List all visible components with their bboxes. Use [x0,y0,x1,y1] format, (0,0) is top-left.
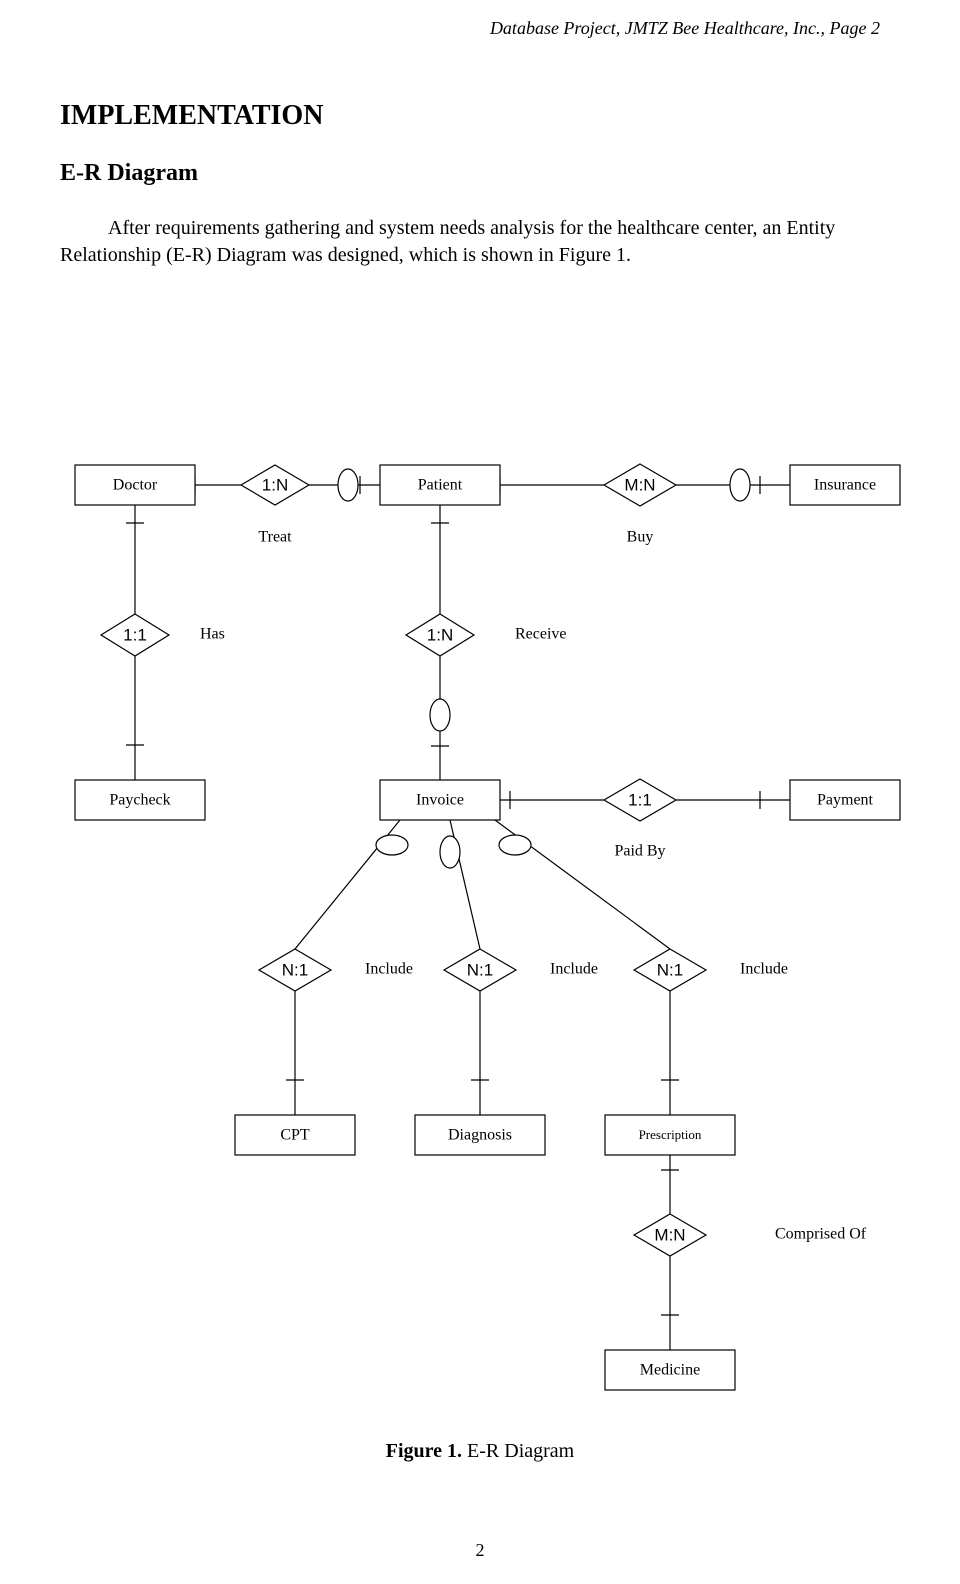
svg-text:Comprised Of: Comprised Of [775,1226,867,1243]
entity-label: Invoice [416,792,464,809]
intro-paragraph: After requirements gathering and system … [60,215,880,269]
svg-text:1:1: 1:1 [628,790,652,809]
svg-text:N:1: N:1 [657,960,683,979]
svg-text:Include: Include [550,961,598,978]
svg-text:N:1: N:1 [467,960,493,979]
entity-label: Medicine [640,1362,700,1379]
svg-text:Has: Has [200,626,225,643]
svg-text:Include: Include [740,961,788,978]
svg-text:1:N: 1:N [427,625,453,644]
svg-text:Paid By: Paid By [614,843,665,860]
figure-caption-bold: Figure 1. [386,1440,462,1462]
svg-text:M:N: M:N [624,475,655,494]
svg-text:Include: Include [365,961,413,978]
entity-label: CPT [280,1127,310,1144]
svg-text:N:1: N:1 [282,960,308,979]
entity-label: Prescription [639,1127,702,1142]
svg-text:Buy: Buy [627,529,654,546]
section-title: IMPLEMENTATION [60,100,323,132]
er-diagram: 1:N Treat M:N Buy 1:1 Has 1:N Receive 1:1 Paid By… [0,360,960,1400]
entity-label: Payment [817,792,874,809]
entity-label: Insurance [814,477,876,494]
entity-label: Patient [418,477,463,494]
figure-caption: Figure 1. E-R Diagram [0,1440,960,1463]
svg-text:Treat: Treat [258,529,292,546]
entity-label: Doctor [113,477,158,494]
page-number: 2 [0,1540,960,1561]
figure-caption-rest: E-R Diagram [462,1440,574,1462]
svg-text:1:N: 1:N [262,475,288,494]
svg-text:1:1: 1:1 [123,625,147,644]
svg-text:Receive: Receive [515,626,567,643]
svg-text:M:N: M:N [654,1225,685,1244]
page-header: Database Project, JMTZ Bee Healthcare, I… [490,18,880,39]
entity-label: Diagnosis [448,1127,512,1144]
section-subtitle: E-R Diagram [60,160,198,187]
entity-label: Paycheck [109,792,170,809]
